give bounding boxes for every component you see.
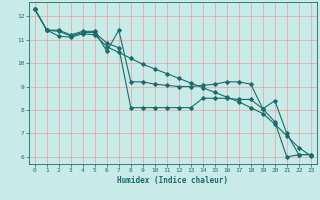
X-axis label: Humidex (Indice chaleur): Humidex (Indice chaleur): [117, 176, 228, 185]
